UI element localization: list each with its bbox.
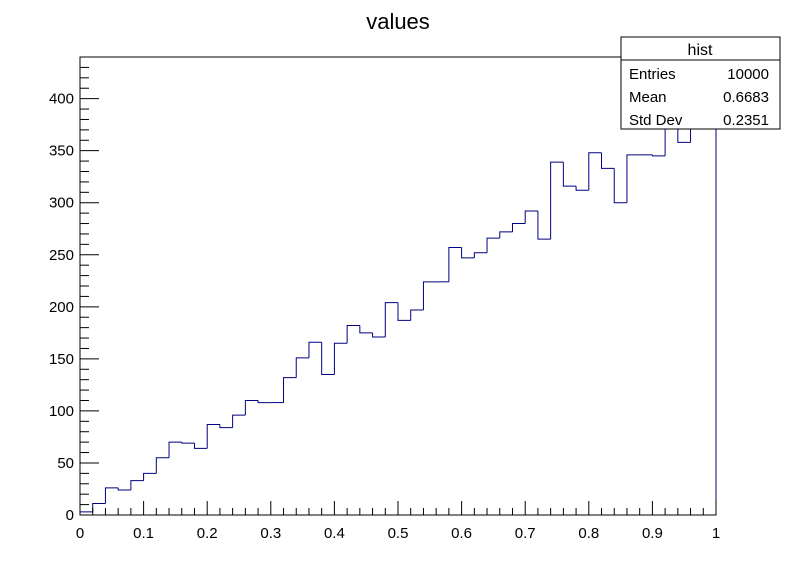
histogram-bin-27 bbox=[410, 309, 424, 321]
histogram-bin-31 bbox=[461, 247, 475, 259]
y-tick-label: 400 bbox=[49, 91, 74, 108]
x-tick-label: 0.8 bbox=[578, 525, 599, 542]
histogram-bin-42 bbox=[601, 152, 615, 169]
histogram-bin-25 bbox=[384, 302, 398, 338]
stats-label-entries: Entries bbox=[629, 66, 676, 83]
histogram-bin-40 bbox=[575, 186, 589, 191]
histogram-bin-6 bbox=[143, 472, 157, 481]
histogram-bin-19 bbox=[308, 341, 322, 358]
x-tick-label: 0.5 bbox=[388, 525, 409, 542]
stats-value-entries: 10000 bbox=[727, 66, 769, 83]
axes-layer: 0 0.1 0.2 0.3 0.4 0.5 0.6 0.7 0.8 0.9 1 0 50 100 150 20… bbox=[49, 56, 720, 542]
x-tick-label: 0.9 bbox=[642, 525, 663, 542]
histogram-bin-17 bbox=[283, 377, 297, 403]
chart-title: values bbox=[366, 9, 430, 34]
histogram-bin-39 bbox=[562, 162, 577, 187]
stats-box: hist Entries 10000 Mean 0.6683 Std Dev 0… bbox=[620, 36, 781, 130]
x-tick-label: 1 bbox=[712, 525, 720, 542]
histogram-bin-18 bbox=[295, 357, 309, 378]
histogram-bin-33 bbox=[486, 237, 500, 253]
histogram-bin-28 bbox=[422, 281, 437, 310]
stats-label-mean: Mean bbox=[629, 89, 667, 106]
stats-label-stddev: Std Dev bbox=[629, 112, 683, 129]
y-tick-label: 150 bbox=[49, 351, 74, 368]
histogram-bin-8 bbox=[168, 441, 182, 458]
histogram-bin-5 bbox=[130, 480, 144, 491]
histogram-bin-20 bbox=[321, 342, 335, 375]
y-tick-label: 0 bbox=[66, 507, 74, 524]
histogram-bin-38 bbox=[550, 161, 564, 240]
x-tick-label: 0.3 bbox=[260, 525, 281, 542]
histogram-bin-3 bbox=[104, 487, 119, 504]
stats-box-frame bbox=[620, 36, 781, 130]
histogram-bin-21 bbox=[333, 342, 348, 375]
x-tick-label: 0 bbox=[76, 525, 84, 542]
histogram-bin-13 bbox=[232, 414, 246, 428]
histogram-bin-37 bbox=[537, 211, 551, 240]
x-tick-label: 0.1 bbox=[133, 525, 154, 542]
histogram-bin-15 bbox=[257, 400, 271, 404]
y-tick-label: 250 bbox=[49, 247, 74, 264]
y-tick-label: 100 bbox=[49, 403, 74, 420]
x-tick-label: 0.7 bbox=[515, 525, 536, 542]
histogram-bin-7 bbox=[155, 457, 170, 474]
histogram-bin-30 bbox=[448, 246, 462, 282]
histogram-bin-36 bbox=[524, 210, 538, 224]
histogram-bin-34 bbox=[499, 231, 513, 239]
y-tick-label: 200 bbox=[49, 299, 74, 316]
histogram-bin-46 bbox=[651, 154, 666, 157]
histogram-bin-35 bbox=[511, 223, 526, 232]
histogram-bin-26 bbox=[397, 302, 411, 321]
histogram-bin-4 bbox=[117, 487, 131, 491]
x-tick-label: 0.4 bbox=[324, 525, 345, 542]
histogram-bin-11 bbox=[206, 423, 220, 449]
histogram-bin-23 bbox=[359, 325, 373, 334]
y-tick-label: 50 bbox=[57, 455, 74, 472]
histogram-bin-9 bbox=[181, 442, 195, 444]
histogram-bin-32 bbox=[473, 252, 488, 258]
histogram-bin-41 bbox=[588, 152, 602, 191]
histogram-bin-24 bbox=[372, 332, 386, 338]
histogram-bin-22 bbox=[346, 325, 360, 344]
histogram-layer bbox=[79, 103, 717, 515]
histogram-bin-44 bbox=[626, 154, 640, 203]
stats-value-stddev: 0.2351 bbox=[723, 112, 769, 129]
histogram-bin-43 bbox=[613, 168, 627, 204]
stats-title: hist bbox=[688, 42, 713, 59]
histogram-bin-10 bbox=[193, 443, 208, 449]
x-tick-label: 0.2 bbox=[197, 525, 218, 542]
histogram-bin-12 bbox=[219, 424, 233, 429]
x-tick-label: 0.6 bbox=[451, 525, 472, 542]
y-tick-label: 300 bbox=[49, 195, 74, 212]
y-tick-label: 350 bbox=[49, 143, 74, 160]
stats-value-mean: 0.6683 bbox=[723, 89, 769, 106]
histogram-bin-14 bbox=[244, 400, 259, 416]
